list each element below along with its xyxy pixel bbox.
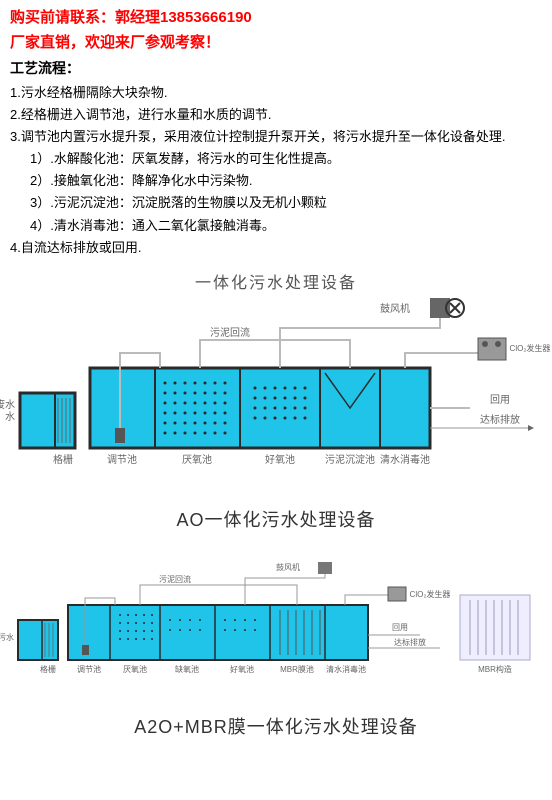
lbl2-reuse: 回用 bbox=[392, 623, 408, 632]
step-4: 4.自流达标排放或回用. bbox=[10, 237, 542, 259]
svg-text:水: 水 bbox=[5, 411, 15, 423]
step-3: 3.调节池内置污水提升泵，采用液位计控制提升泵开关，将污水提升至一体化设备处理. bbox=[10, 126, 542, 148]
lbl2-mbr-structure: MBR构造 bbox=[478, 664, 512, 674]
lbl2-aerobic: 好氧池 bbox=[230, 664, 254, 674]
a2o-diagram-svg: 污水 格栅 调节池 厌氧池 缺氧池 好氧池 MBR膜池 清水消毒池 bbox=[0, 560, 552, 705]
lbl-clo2: ClO₂发生器 bbox=[510, 343, 551, 353]
diagram-ao: 一体化污水处理设备 废水 水 格栅 bbox=[0, 259, 552, 540]
ao-diagram-svg: 废水 水 格栅 调节池 厌氧池 bbox=[0, 298, 552, 498]
lbl-anoxic: 厌氧池 bbox=[182, 453, 212, 466]
lbl2-discharge: 达标排放 bbox=[394, 637, 426, 647]
contact-header: 购买前请联系：郭经理13853666190 bbox=[0, 0, 552, 29]
diagram-a2o-title: A2O+MBR膜一体化污水处理设备 bbox=[0, 705, 552, 747]
lbl-wastewater: 废水 bbox=[0, 398, 15, 411]
lbl2-disinfect: 清水消毒池 bbox=[326, 664, 366, 674]
step-2: 2.经格栅进入调节池，进行水量和水质的调节. bbox=[10, 104, 542, 126]
step-3-1: 1）.水解酸化池：厌氧发酵，将污水的可生化性提高。 bbox=[10, 148, 542, 170]
lbl-blower: 鼓风机 bbox=[380, 302, 410, 315]
lbl2-grid: 格栅 bbox=[40, 664, 56, 674]
step-3-3: 3）.污泥沉淀池：沉淀脱落的生物膜以及无机小颗粒 bbox=[10, 192, 542, 214]
lbl-grid: 格栅 bbox=[53, 453, 73, 466]
lbl-disinfect: 清水消毒池 bbox=[380, 453, 430, 466]
lbl2-anoxic: 厌氧池 bbox=[123, 664, 147, 674]
lbl2-blower: 鼓风机 bbox=[276, 562, 300, 572]
diagram-a2o-mbr: 污水 格栅 调节池 厌氧池 缺氧池 好氧池 MBR膜池 清水消毒池 bbox=[0, 560, 552, 747]
diagram-ao-section-title: 一体化污水处理设备 bbox=[0, 259, 552, 298]
step-3-4: 4）.清水消毒池：通入二氧化氯接触消毒。 bbox=[10, 215, 542, 237]
process-list: 1.污水经格栅隔除大块杂物. 2.经格栅进入调节池，进行水量和水质的调节. 3.… bbox=[0, 82, 552, 259]
lbl-sludge: 污泥沉淀池 bbox=[325, 453, 375, 466]
lbl2-lackox: 缺氧池 bbox=[175, 664, 199, 674]
lbl2-clo2: ClO₂发生器 bbox=[410, 589, 451, 599]
lbl2-mbr: MBR膜池 bbox=[280, 664, 314, 674]
clo2-icon bbox=[478, 338, 506, 360]
lbl-aerobic: 好氧池 bbox=[265, 453, 295, 466]
lbl2-wastewater: 污水 bbox=[0, 632, 14, 642]
step-3-2: 2）.接触氧化池：降解净化水中污染物. bbox=[10, 170, 542, 192]
lbl-reuse: 回用 bbox=[490, 394, 510, 406]
step-1: 1.污水经格栅隔除大块杂物. bbox=[10, 82, 542, 104]
diagram-ao-title: AO一体化污水处理设备 bbox=[0, 498, 552, 540]
process-title: 工艺流程： bbox=[0, 54, 552, 82]
lbl-discharge: 达标排放 bbox=[480, 413, 520, 426]
factory-header: 厂家直销，欢迎来厂参观考察！ bbox=[0, 29, 552, 54]
lbl-sludge-return: 污泥回流 bbox=[210, 326, 250, 339]
lift-pump bbox=[115, 428, 125, 443]
lbl2-adjust: 调节池 bbox=[77, 664, 101, 674]
lbl2-sludge-return: 污泥回流 bbox=[159, 574, 191, 584]
lbl-adjust: 调节池 bbox=[107, 453, 137, 466]
inlet-tank bbox=[20, 393, 75, 448]
